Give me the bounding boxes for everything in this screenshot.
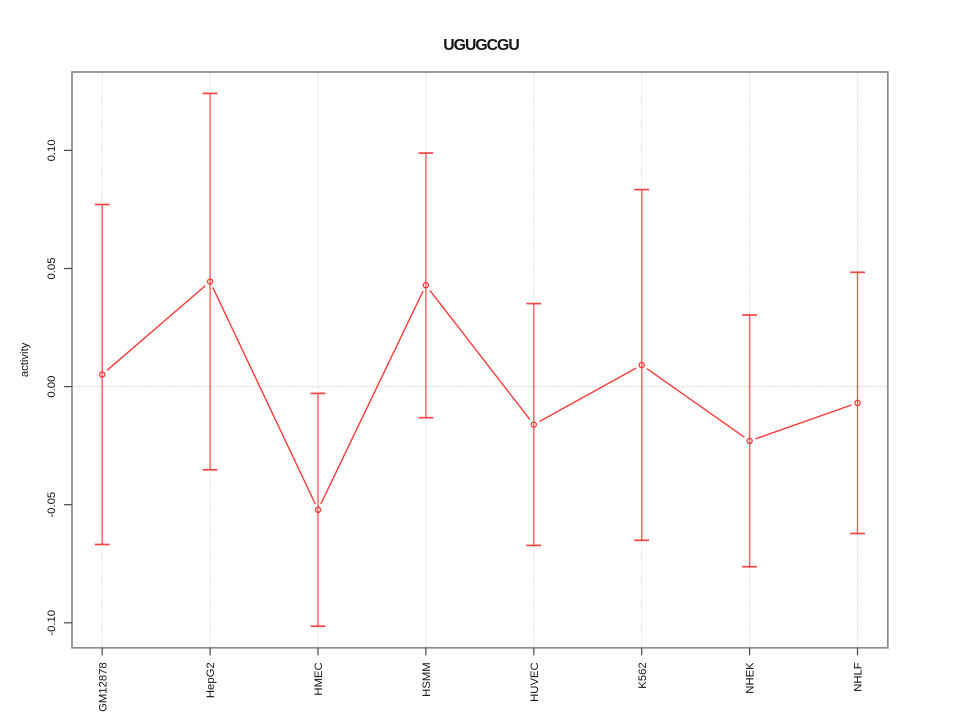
svg-text:HMEC: HMEC: [313, 662, 325, 695]
svg-text:GM12878: GM12878: [97, 662, 109, 712]
svg-text:0.05: 0.05: [46, 258, 58, 280]
svg-text:HSMM: HSMM: [421, 662, 433, 697]
svg-text:-0.05: -0.05: [46, 492, 58, 518]
svg-text:-0.10: -0.10: [46, 610, 58, 636]
svg-text:HUVEC: HUVEC: [529, 662, 541, 702]
svg-text:NHLF: NHLF: [853, 662, 865, 692]
svg-text:K562: K562: [637, 662, 649, 688]
svg-text:UGUGCGU: UGUGCGU: [443, 37, 519, 54]
svg-text:HepG2: HepG2: [205, 662, 217, 698]
svg-text:activity: activity: [19, 342, 31, 377]
svg-text:0.10: 0.10: [46, 139, 58, 161]
svg-text:NHEK: NHEK: [745, 662, 757, 694]
svg-text:0.00: 0.00: [46, 376, 58, 398]
